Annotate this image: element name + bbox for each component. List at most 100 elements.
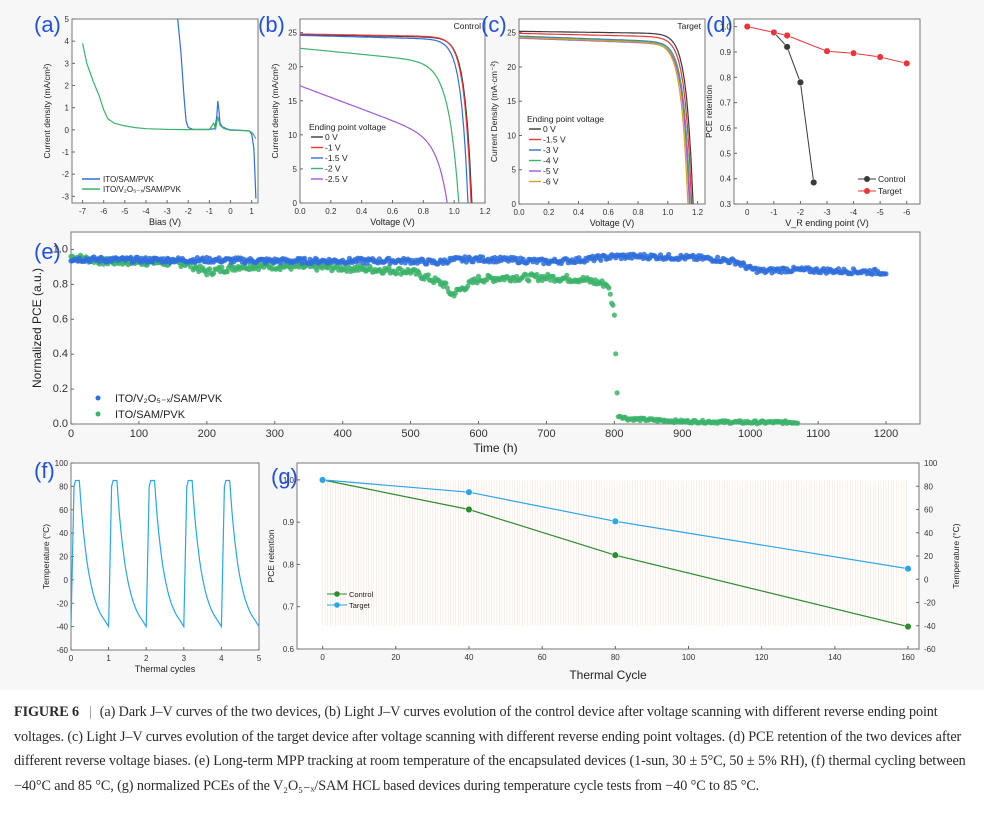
- legend-label: ITO/V₂O₅₋ₓ/SAM/PVK: [115, 393, 223, 405]
- y-tick-label: 15: [288, 97, 297, 106]
- x-tick-label: 80: [611, 653, 620, 662]
- x-tick-label: 5: [257, 654, 262, 663]
- legend-label: -2.5 V: [325, 174, 348, 184]
- y-tick-label: 0.7: [283, 603, 295, 612]
- x-tick-label: 1100: [806, 428, 830, 440]
- y-tick-label: 20: [288, 63, 297, 72]
- caption-separator: |: [89, 704, 92, 720]
- legend-label: 0 V: [325, 132, 338, 142]
- x-axis-label: Voltage (V): [370, 217, 415, 227]
- scatter-point: [614, 390, 620, 396]
- legend-label: ITO/V₂O₅₋ₓ/SAM/PVK: [103, 185, 182, 194]
- y-right-tick-label: -40: [924, 622, 936, 631]
- panel-f: (f) 0 1 2 3 4 5 -60 -40 -20 0 20 40 60 80 100 Thermal cy…: [34, 458, 262, 674]
- y-tick-label: 100: [55, 459, 69, 468]
- data-point: [903, 59, 911, 67]
- y-tick-label: 0: [64, 576, 69, 585]
- x-tick-label: 700: [537, 428, 555, 440]
- x-tick-label: 140: [828, 653, 842, 662]
- x-tick-label: 300: [266, 428, 284, 440]
- scatter-point: [219, 264, 225, 270]
- scatter-point: [211, 270, 217, 276]
- series-line-0: [773, 32, 815, 183]
- y-tick-label: 0.4: [720, 175, 732, 184]
- x-axis-label: Time (h): [473, 441, 517, 455]
- y-tick-label: 0.2: [53, 383, 68, 395]
- x-tick-label: 0.6: [387, 207, 399, 216]
- series-line-1: [322, 479, 909, 570]
- y-tick-label: 80: [59, 482, 68, 491]
- y-tick-label: 1.0: [283, 476, 295, 485]
- y-axis-label: Temperature (°C): [41, 524, 51, 589]
- scatter-point: [869, 271, 876, 277]
- x-tick-label: 500: [401, 428, 419, 440]
- panel-annotation: Control: [454, 21, 482, 31]
- x-tick-label: 900: [673, 428, 691, 440]
- y-right-tick-label: 0: [924, 575, 929, 584]
- legend-label: -1.5 V: [543, 135, 566, 145]
- scatter-point: [207, 266, 213, 272]
- y-tick-label: 10: [288, 131, 297, 140]
- x-tick-label: 60: [538, 653, 547, 662]
- x-axis-label: Thermal Cycle: [569, 668, 647, 682]
- y-tick-label: 0: [65, 126, 70, 135]
- legend-marker: [334, 602, 340, 608]
- x-tick-label: -3: [164, 207, 172, 216]
- x-tick-label: 100: [682, 653, 696, 662]
- y-axis-label: PCE retention: [266, 529, 276, 582]
- legend-marker: [95, 411, 101, 417]
- plot-area-f: [70, 462, 260, 651]
- x-tick-label: 1200: [874, 428, 898, 440]
- x-tick-label: 100: [130, 428, 148, 440]
- x-tick-label: -1: [206, 207, 214, 216]
- legend-marker: [864, 176, 870, 182]
- panel-d: (d) 0 -1 -2 -3 -4 -5 -6 0.3 0.4 0.5 0.6 0.7 0.8 0.9 1.0…: [704, 12, 921, 228]
- legend-label: ITO/SAM/PVK: [115, 409, 186, 421]
- data-point: [810, 178, 818, 187]
- temperature-background: [322, 480, 907, 626]
- y-tick-label: 0.5: [720, 149, 732, 158]
- y-tick-label: 4: [65, 37, 70, 46]
- x-tick-label: 0.8: [418, 207, 430, 216]
- y-right-tick-label: -60: [924, 645, 936, 654]
- y-tick-label: 25: [507, 29, 516, 38]
- y-axis-label: Normalized PCE (a.u.): [30, 268, 44, 388]
- plot-area-g: [296, 462, 920, 650]
- y-tick-label: 0.9: [720, 48, 732, 57]
- y-tick-label: -40: [56, 623, 68, 632]
- x-tick-label: -3: [823, 208, 831, 217]
- jv-curve-3: [518, 36, 691, 205]
- panel-label-a: (a): [34, 12, 61, 37]
- scatter-point: [778, 269, 785, 275]
- scatter-point: [299, 260, 305, 266]
- scatter-point: [386, 264, 392, 270]
- x-tick-label: -1: [770, 208, 778, 217]
- x-tick-label: 0.4: [356, 207, 368, 216]
- legend-label: -6 V: [543, 177, 559, 187]
- scatter-point: [606, 285, 612, 291]
- data-point: [850, 49, 858, 57]
- panel-g: (g) 0 20 40 60 80 100 120 140 160 0.6 0.7 0.8 0.9 1.0 T…: [266, 459, 961, 682]
- data-point: [319, 476, 327, 484]
- x-tick-label: -5: [877, 208, 885, 217]
- scatter-point: [613, 351, 619, 357]
- x-tick-label: 0.4: [573, 208, 585, 217]
- x-tick-label: 1.0: [662, 208, 674, 217]
- y-tick-label: 0.4: [53, 348, 68, 360]
- data-point: [611, 551, 619, 559]
- scatter-point: [444, 285, 450, 291]
- x-tick-label: -2: [185, 207, 193, 216]
- y-tick-label: 25: [288, 29, 297, 38]
- y-tick-label: 0: [512, 200, 517, 209]
- scatter-point: [288, 266, 294, 272]
- y-right-tick-label: 100: [924, 459, 938, 468]
- legend-marker: [864, 188, 870, 194]
- x-axis-label: Thermal cycles: [135, 664, 196, 674]
- y-tick-label: 5: [512, 166, 517, 175]
- scatter-point: [795, 420, 801, 426]
- y-tick-label: 0.7: [720, 99, 732, 108]
- x-tick-label: -7: [79, 207, 87, 216]
- y-tick-label: 0.8: [720, 73, 732, 82]
- legend-label: -2 V: [325, 164, 341, 174]
- x-tick-label: 0: [320, 653, 325, 662]
